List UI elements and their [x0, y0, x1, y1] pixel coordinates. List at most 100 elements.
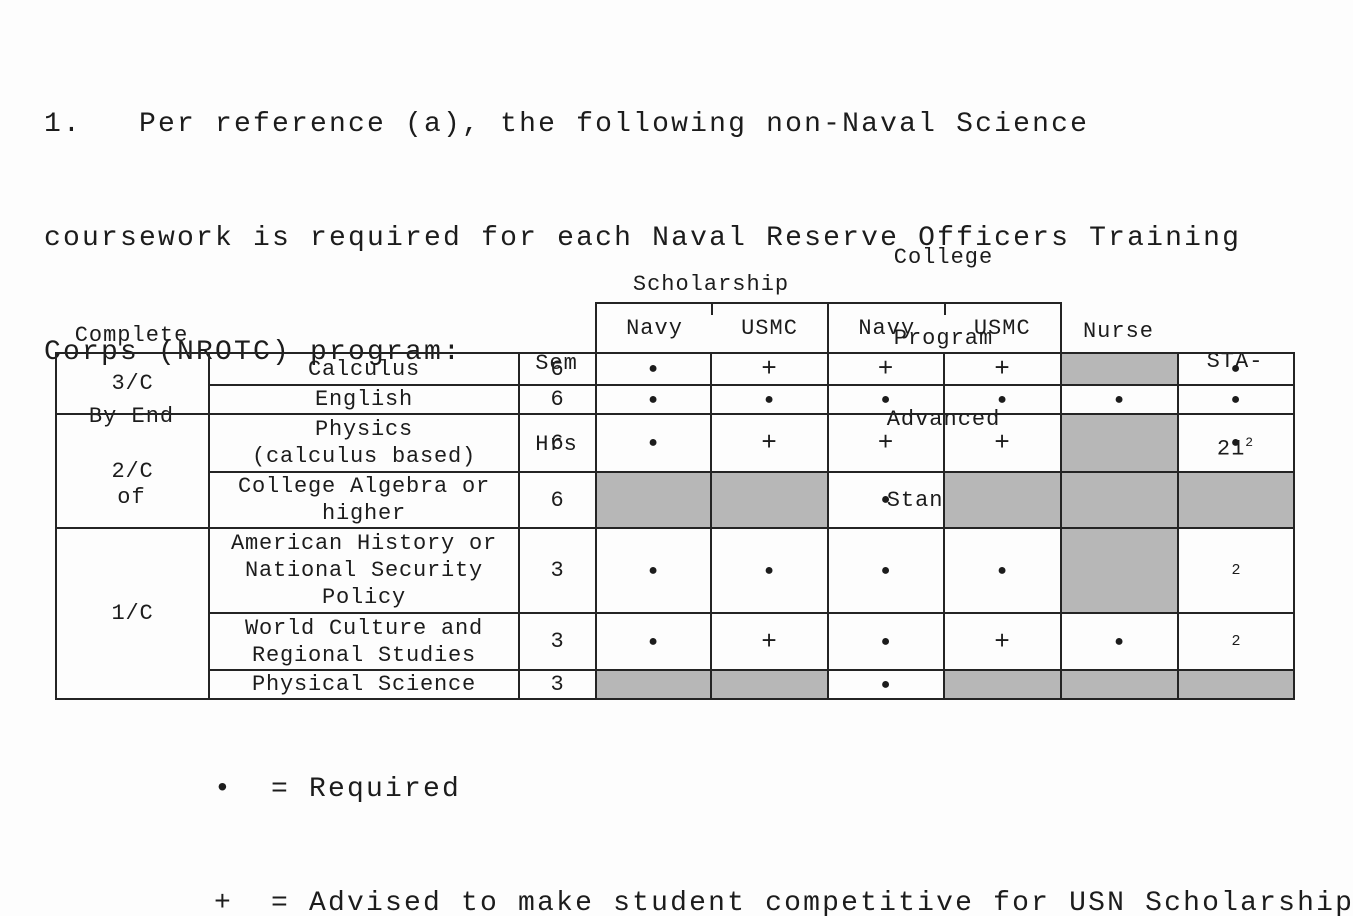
class-year-cell: 3/C — [55, 352, 210, 415]
requirement-cell: ● — [1177, 352, 1295, 386]
equals-sign: = — [271, 888, 291, 916]
table-row: World Culture and Regional Studies 3 ● +… — [56, 612, 1295, 671]
requirement-cell — [710, 471, 829, 529]
header-line: College — [893, 245, 994, 270]
course-line: World Culture and — [244, 615, 484, 641]
requirement-cell — [943, 669, 1062, 700]
column-header-nurse: Nurse — [1082, 319, 1154, 344]
header-line: Program — [893, 326, 994, 351]
legend-text: Required — [309, 774, 462, 805]
requirement-cell: ● — [827, 527, 945, 614]
course-cell: Physical Science — [208, 669, 520, 700]
requirement-cell: + — [710, 413, 829, 473]
table-row: College Algebra or higher 6 ● — [56, 471, 1295, 529]
requirement-cell: + — [943, 413, 1062, 473]
course-line: Physics — [314, 417, 413, 442]
course-line: Policy — [321, 585, 406, 610]
requirements-table: 3/C Calculus 6 ● + + + ● English 6 ● ● ● — [55, 352, 1295, 700]
intro-line: coursework is required for each Naval Re… — [44, 223, 1242, 254]
subheader-cpas-navy: Navy — [858, 315, 916, 341]
subheader-scholarship-usmc: USMC — [741, 315, 798, 341]
requirement-cell: ● — [827, 384, 945, 415]
legend-item: • = Required — [44, 733, 1353, 847]
course-cell: Calculus — [208, 352, 520, 386]
requirement-cell — [1060, 669, 1179, 700]
course-cell: College Algebra or higher — [208, 471, 520, 529]
course-line: higher — [321, 501, 406, 526]
course-cell: American History or National Security Po… — [208, 527, 520, 614]
requirement-cell: ● — [595, 527, 712, 614]
table-row: English 6 ● ● ● ● ● ● — [56, 384, 1295, 415]
requirement-cell: ● — [710, 384, 829, 415]
legend-item: + = Advised to make student competitive fo… — [44, 847, 1353, 916]
sem-hrs-cell: 3 — [518, 527, 597, 614]
requirement-cell — [595, 669, 712, 700]
requirement-cell — [1177, 471, 1295, 529]
table-row: 1/C American History or National Securit… — [55, 527, 1295, 700]
requirement-cell — [1060, 413, 1179, 473]
requirement-cell — [943, 471, 1062, 529]
legend: • = Required + = Advised to make student com… — [44, 733, 1353, 916]
cpas-subheader-box: Navy USMC — [827, 302, 1062, 352]
requirement-cell: ● — [1060, 384, 1179, 415]
scholarship-subheader-box: Navy USMC — [595, 302, 829, 352]
table-row: 3/C Calculus 6 ● + + + ● — [55, 352, 1295, 415]
requirement-cell — [710, 669, 829, 700]
intro-line: 1. Per reference (a), the following non-… — [44, 109, 1090, 140]
course-cell: English — [208, 384, 520, 415]
requirement-cell: ● — [710, 527, 829, 614]
requirement-cell: + — [943, 352, 1062, 386]
course-line: Calculus — [307, 356, 421, 382]
requirement-cell: ● — [1177, 384, 1295, 415]
requirement-cell — [1060, 527, 1179, 614]
class-year-cell: 1/C — [55, 527, 210, 700]
requirement-cell — [1060, 352, 1179, 386]
requirement-cell: 2 — [1177, 527, 1295, 614]
sem-hrs-cell: 6 — [518, 352, 597, 386]
column-divider-tick — [943, 304, 946, 315]
requirement-cell: + — [710, 612, 829, 671]
column-divider-tick — [711, 304, 713, 315]
sem-hrs-cell: 3 — [518, 669, 597, 700]
sem-hrs-cell: 6 — [518, 384, 597, 415]
requirement-cell: ● — [943, 384, 1062, 415]
intro-paragraph: 1. Per reference (a), the following non-… — [44, 30, 1241, 448]
equals-sign: = — [271, 774, 291, 805]
requirement-cell — [1177, 669, 1295, 700]
required-dot-icon: • — [214, 774, 234, 805]
requirement-cell — [595, 471, 712, 529]
course-line: National Security — [244, 558, 484, 583]
course-cell: World Culture and Regional Studies — [208, 612, 520, 671]
table-row: Physical Science 3 ● — [56, 669, 1295, 700]
subheader-scholarship-navy: Navy — [626, 315, 683, 341]
legend-text: Advised to make student competitive for … — [309, 888, 1353, 916]
requirement-cell: + — [827, 352, 945, 386]
course-cell: Physics (calculus based) — [208, 413, 520, 473]
requirement-cell: + — [943, 612, 1062, 671]
requirement-cell: ● — [1177, 413, 1295, 473]
requirement-cell — [1060, 471, 1179, 529]
course-line: Regional Studies — [251, 642, 477, 668]
sem-hrs-cell: 6 — [518, 471, 597, 529]
table-row: 2/C Physics (calculus based) 6 ● + + + ● — [55, 413, 1295, 529]
course-line: English — [314, 387, 413, 412]
course-line: Physical Science — [251, 672, 477, 697]
requirement-cell: ● — [595, 352, 712, 386]
sem-hrs-cell: 3 — [518, 612, 597, 671]
advised-plus-icon: + — [214, 888, 234, 916]
requirement-cell: ● — [943, 527, 1062, 614]
requirement-cell: ● — [827, 471, 945, 529]
group-header-scholarship: Scholarship — [632, 272, 790, 297]
header-line: Complete — [74, 323, 189, 348]
course-line: (calculus based) — [251, 444, 477, 469]
requirement-cell: ● — [595, 384, 712, 415]
requirement-cell: ● — [827, 612, 945, 671]
requirement-cell: + — [827, 413, 945, 473]
requirement-cell: ● — [595, 612, 712, 671]
requirement-cell: ● — [595, 413, 712, 473]
subheader-cpas-usmc: USMC — [973, 315, 1031, 341]
course-line: American History or — [230, 531, 498, 556]
sem-hrs-cell: 6 — [518, 413, 597, 473]
requirement-cell: ● — [1060, 612, 1179, 671]
